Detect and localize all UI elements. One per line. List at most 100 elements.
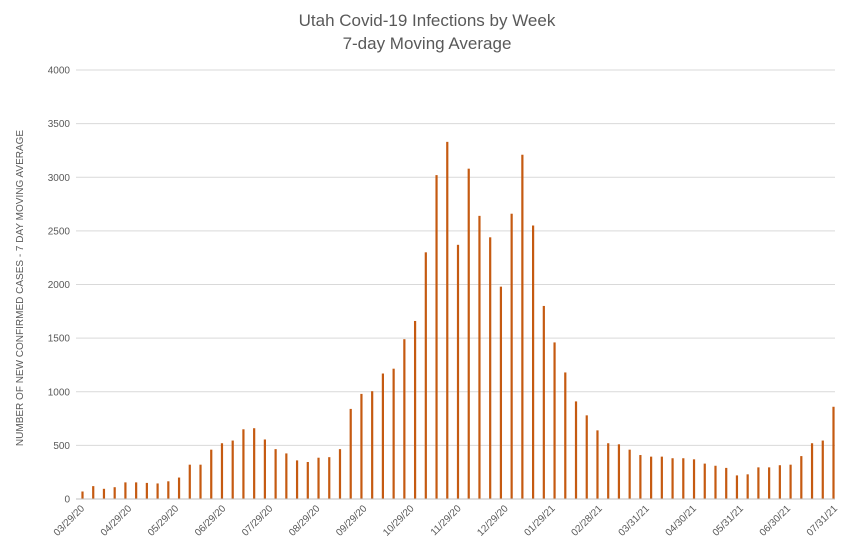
x-tick-labels: 03/29/20 04/29/20 05/29/20 06/29/20 07/29/20… xyxy=(52,503,841,539)
chart-title: Utah Covid-19 Infections by Week xyxy=(299,11,556,30)
bar xyxy=(371,391,374,499)
bar xyxy=(446,141,449,500)
bar xyxy=(639,455,642,499)
bar xyxy=(113,487,116,499)
bar xyxy=(349,408,352,499)
bar xyxy=(135,482,138,499)
x-tick-label: 04/29/20 xyxy=(99,503,135,539)
x-tick-label: 11/29/20 xyxy=(429,503,464,538)
bar xyxy=(381,373,384,499)
x-tick-label: 09/29/20 xyxy=(334,503,370,539)
x-tick-label: 12/29/20 xyxy=(475,503,511,539)
bar xyxy=(295,460,299,499)
bar xyxy=(832,406,835,499)
bar xyxy=(532,225,535,499)
bar xyxy=(574,401,578,499)
bar xyxy=(360,393,363,499)
bar xyxy=(821,440,824,499)
bar xyxy=(778,465,781,499)
bar xyxy=(725,467,728,499)
bar xyxy=(413,320,417,499)
y-tick-label: 3500 xyxy=(48,119,71,130)
bar xyxy=(253,428,256,499)
bar xyxy=(285,453,288,499)
bar xyxy=(328,457,331,499)
bar xyxy=(510,213,513,499)
bar xyxy=(671,458,674,499)
bar xyxy=(746,474,749,499)
x-tick-label: 05/29/20 xyxy=(146,503,182,539)
bar xyxy=(467,168,470,500)
bar xyxy=(167,481,170,499)
y-tick-label: 4000 xyxy=(48,66,71,77)
bar xyxy=(338,449,342,499)
y-tick-label: 2500 xyxy=(48,226,71,237)
bar xyxy=(403,339,406,499)
bar xyxy=(607,443,610,499)
bar xyxy=(596,430,599,499)
bar xyxy=(810,443,814,499)
x-tick-label: 10/29/20 xyxy=(381,503,417,539)
bar xyxy=(489,237,492,499)
x-tick-label: 02/28/21 xyxy=(569,503,605,539)
y-tick-label: 3000 xyxy=(48,173,71,184)
bar xyxy=(81,491,84,499)
bars xyxy=(81,141,835,500)
bar xyxy=(660,456,663,499)
bar xyxy=(242,429,245,499)
x-tick-label: 04/30/21 xyxy=(664,503,700,539)
bar xyxy=(220,443,224,499)
bar xyxy=(542,305,545,499)
bar xyxy=(682,458,685,499)
bar xyxy=(757,467,760,499)
bar xyxy=(156,483,159,499)
bar xyxy=(188,464,191,499)
chart-subtitle: 7-day Moving Average xyxy=(343,34,512,53)
bar xyxy=(478,215,481,500)
bar xyxy=(92,486,95,499)
bar xyxy=(145,482,148,499)
bar xyxy=(800,456,803,499)
x-tick-label: 07/29/20 xyxy=(240,503,276,539)
y-tick-label: 1500 xyxy=(48,334,71,345)
bar xyxy=(392,368,395,499)
y-tick-label: 2000 xyxy=(48,280,71,291)
bar xyxy=(424,252,427,499)
bar xyxy=(231,440,234,499)
bar xyxy=(650,456,653,499)
y-axis-label: NUMBER OF NEW CONFIRMED CASES - 7 DAY MO… xyxy=(15,130,26,446)
bar xyxy=(317,457,320,499)
bar xyxy=(521,154,524,500)
x-tick-label: 07/31/21 xyxy=(805,503,841,539)
bar xyxy=(199,464,202,499)
bar xyxy=(703,463,706,499)
bar xyxy=(177,477,181,499)
bar xyxy=(585,415,588,499)
bar xyxy=(274,449,277,499)
y-tick-labels: 0 500 1000 1500 2000 2500 3000 3500 4000 xyxy=(48,66,71,506)
gridlines xyxy=(76,69,835,446)
x-tick-label: 03/29/20 xyxy=(52,503,88,539)
x-tick-label: 06/30/21 xyxy=(758,503,794,539)
bar xyxy=(210,449,213,499)
bar xyxy=(768,467,771,499)
bar xyxy=(263,439,266,499)
bar xyxy=(435,175,438,500)
bar xyxy=(499,286,503,499)
bar xyxy=(456,244,460,499)
bar xyxy=(789,464,792,499)
bar xyxy=(102,488,106,499)
x-tick-label: 03/31/21 xyxy=(617,503,653,539)
y-tick-label: 1000 xyxy=(48,387,71,398)
bar xyxy=(617,444,621,499)
bar xyxy=(124,482,127,499)
bar xyxy=(735,475,739,499)
x-tick-label: 05/31/21 xyxy=(711,503,747,539)
bar xyxy=(564,372,567,499)
bar xyxy=(714,465,717,499)
y-tick-label: 500 xyxy=(53,441,70,452)
x-tick-label: 06/29/20 xyxy=(193,503,229,539)
y-tick-label: 0 xyxy=(64,495,70,506)
bar xyxy=(553,342,556,499)
